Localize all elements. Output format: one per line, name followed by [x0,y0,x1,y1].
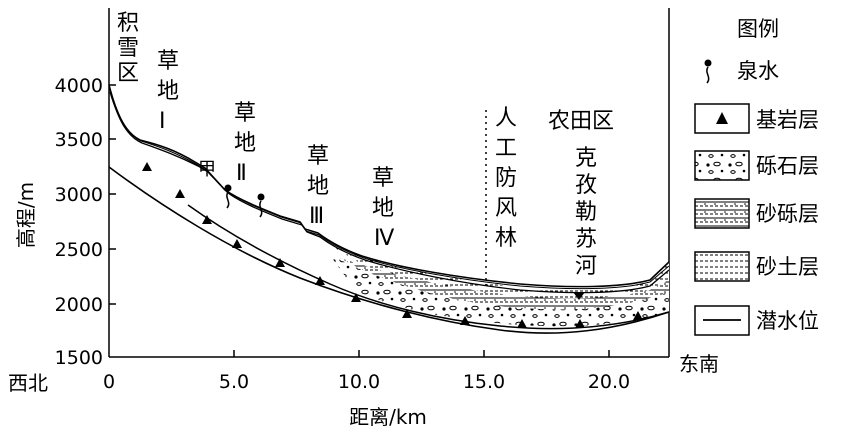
y-tick-label: 4000 [55,75,103,97]
region-char: 草 [234,101,256,126]
y-tick-label: 2500 [55,239,103,261]
geology-layers [108,166,670,334]
surface-inner-line [109,89,670,290]
region-char: 勒 [575,200,597,225]
bedrock-triangle [202,215,212,224]
region-char: 地 [157,79,179,104]
x-axis-label: 距离/km [349,405,427,429]
x-tick-label: 10.0 [338,371,380,393]
region-char: 区 [117,61,139,86]
gravel-layer [330,255,669,327]
bedrock-triangle [575,319,585,328]
region-char: 地 [234,131,256,156]
bedrock-triangle [315,276,325,285]
ground-surface-line [108,84,670,288]
legend-gravel-swatch [694,150,750,181]
region-grass3-label: 草 地 Ⅲ [307,144,329,229]
legend-bedrock-label: 基岩层 [756,108,819,132]
bedrock-triangle [232,239,242,248]
spring-icon-2 [257,193,265,218]
direction-northwest: 西北 [8,371,48,395]
region-char: 孜 [575,173,597,198]
legend-spring-label: 泉水 [737,59,779,83]
region-char: 工 [495,136,517,161]
region-char: Ⅰ [159,109,166,134]
direction-southeast: 东南 [679,352,719,376]
x-tick-label: 15.0 [463,371,505,393]
spring-icon-1 [224,184,232,209]
x-tick-label: 5.0 [219,371,249,393]
bedrock-triangles [142,162,643,328]
region-char: Ⅲ [309,204,324,229]
legend-gravel-label: 砾石层 [756,154,819,178]
region-char: 地 [307,174,329,199]
y-tick-marks [109,84,116,305]
y-tick-label: 2000 [55,294,103,316]
y-axis-label: 高程/m [14,182,38,248]
bedrock-triangle [351,293,361,302]
region-char: Ⅱ [236,161,247,186]
region-char: 雪 [117,36,139,61]
legend-spring-icon [704,59,712,84]
x-tick-labels: 0 5.0 10.0 15.0 20.0 [103,371,630,393]
region-windbreak-label: 人 工 防 风 林 [495,106,517,251]
legend-bedrock-triangle [716,112,728,124]
y-tick-label: 3000 [55,184,103,206]
bedrock-triangle [402,309,412,318]
region-char: 防 [495,166,517,191]
region-char: 草 [372,166,394,191]
region-char: 克 [575,146,597,171]
region-char: Ⅳ [374,226,395,251]
legend-watertable-label: 潜水位 [756,309,819,333]
region-grass1-label: 草 地 Ⅰ [157,49,179,134]
region-char: 草 [307,144,329,169]
region-char: 草 [157,49,179,74]
bedrock-triangle [517,319,527,328]
region-char: 风 [495,196,517,221]
region-farm-label: 农田区 [548,109,614,134]
bedrock-deep-curve [108,166,670,334]
bedrock-triangle [275,258,285,267]
region-char: 林 [495,226,517,251]
legend-sandsoil-label: 砂土层 [756,255,819,279]
bedrock-triangle [633,311,643,320]
bedrock-triangle [142,162,152,171]
bedrock-triangle [460,316,470,325]
y-tick-labels: 4000 3500 3000 2500 2000 1500 [55,75,103,369]
sandgravel-layer [340,258,669,314]
y-tick-label: 3500 [55,129,103,151]
legend-sandgravel-swatch [694,198,750,229]
jia-label: 甲 [198,159,216,180]
sandsoil-layer [330,245,669,305]
region-grass2-label: 草 地 Ⅱ [234,101,256,186]
region-char: 河 [575,254,597,279]
river-marker [573,292,585,300]
legend: 图例 泉水 基岩层 砾石层 砂砾层 砂土层 潜水位 [694,17,819,336]
x-tick-marks [233,350,610,357]
y-tick-label: 1500 [55,347,103,369]
bedrock-triangle [175,189,185,198]
sediment-base-line [187,204,670,330]
region-grass4-label: 草 地 Ⅳ [372,166,395,251]
x-tick-label: 20.0 [588,371,630,393]
legend-title: 图例 [737,17,779,41]
water-table-line [109,91,670,294]
region-char: 人 [495,106,517,131]
region-snow-label: 积 雪 区 [117,11,139,86]
legend-sandgravel-label: 砂砾层 [756,202,819,226]
x-tick-label: 0 [103,371,115,393]
legend-sandsoil-swatch [694,251,750,282]
region-char: 积 [117,11,139,36]
region-char: 苏 [575,227,597,252]
region-river-label: 克 孜 勒 苏 河 [575,146,597,279]
region-char: 地 [372,196,394,221]
